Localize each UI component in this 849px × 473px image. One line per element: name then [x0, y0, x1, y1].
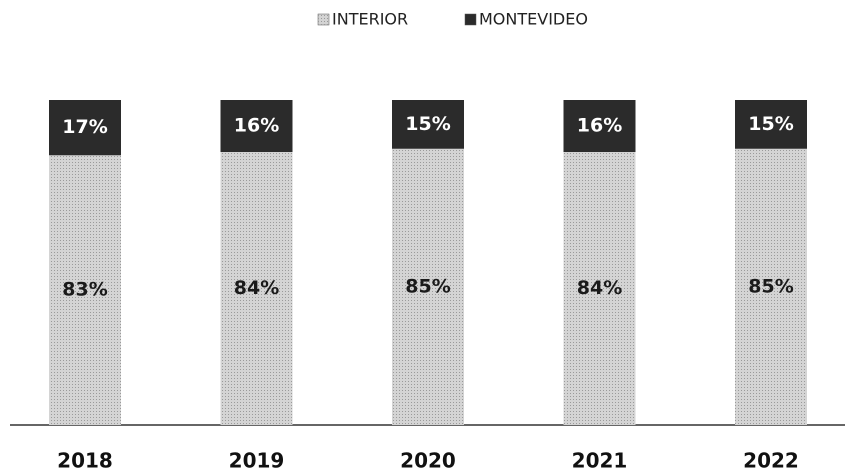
legend-swatch-pattern	[318, 14, 329, 25]
data-label: 16%	[577, 115, 622, 137]
data-label: 17%	[62, 116, 107, 138]
x-tick-label: 2018	[57, 449, 113, 473]
bar-segment	[735, 100, 807, 149]
x-tick-label: 2019	[229, 449, 285, 473]
bar-pattern	[392, 148, 464, 425]
data-label: 15%	[748, 113, 793, 135]
bar-segment	[220, 100, 293, 152]
data-label: 84%	[234, 277, 279, 299]
x-tick-label: 2021	[572, 449, 628, 473]
data-label: 16%	[234, 115, 279, 137]
legend-label: INTERIOR	[332, 10, 408, 29]
bar-pattern	[220, 152, 293, 425]
bar-pattern	[735, 148, 807, 425]
x-tick-label: 2020	[400, 449, 456, 473]
data-label: 15%	[405, 113, 450, 135]
data-label: 84%	[577, 277, 622, 299]
data-label: 85%	[405, 275, 450, 297]
bar-segment	[49, 100, 121, 156]
bar-segment	[392, 100, 464, 149]
data-label: 83%	[62, 279, 107, 301]
legend-swatch	[464, 13, 477, 26]
bar-segment	[563, 100, 636, 152]
bar-pattern	[49, 155, 121, 425]
x-tick-label: 2022	[743, 449, 799, 473]
legend-label: MONTEVIDEO	[479, 10, 588, 29]
bar-pattern	[563, 152, 636, 425]
data-label: 85%	[748, 275, 793, 297]
